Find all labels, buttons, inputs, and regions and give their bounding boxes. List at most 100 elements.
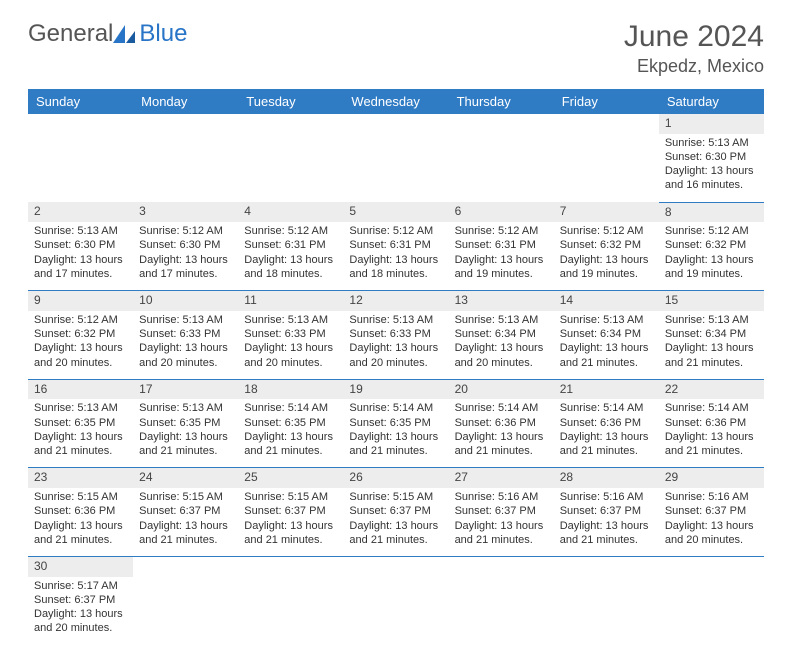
sunset-text: Sunset: 6:37 PM xyxy=(560,504,653,518)
sunrise-text: Sunrise: 5:16 AM xyxy=(455,490,548,504)
day-cell: Sunrise: 5:15 AMSunset: 6:36 PMDaylight:… xyxy=(28,488,133,557)
logo: General Blue xyxy=(28,20,187,48)
daylight-text-1: Daylight: 13 hours xyxy=(34,607,127,621)
sunrise-text: Sunrise: 5:15 AM xyxy=(349,490,442,504)
day-number: 20 xyxy=(449,379,554,399)
daylight-text-1: Daylight: 13 hours xyxy=(349,341,442,355)
day-cell xyxy=(449,577,554,645)
daylight-text-1: Daylight: 13 hours xyxy=(244,519,337,533)
sunset-text: Sunset: 6:36 PM xyxy=(665,416,758,430)
daylight-text-2: and 21 minutes. xyxy=(560,444,653,458)
day-content-row: Sunrise: 5:13 AM Sunset: 6:30 PMDaylight:… xyxy=(28,222,764,291)
day-cell: Sunrise: 5:12 AMSunset: 6:31 PMDaylight:… xyxy=(238,222,343,291)
daylight-text-1: Daylight: 13 hours xyxy=(665,164,758,178)
sunrise-text: Sunrise: 5:14 AM xyxy=(560,401,653,415)
sunset-text: Sunset: 6:36 PM xyxy=(455,416,548,430)
day-number: 8 xyxy=(659,202,764,222)
sunrise-text: Sunrise: 5:14 AM xyxy=(244,401,337,415)
day-cell: Sunrise: 5:14 AMSunset: 6:36 PMDaylight:… xyxy=(554,399,659,468)
day-cell: Sunrise: 5:16 AMSunset: 6:37 PMDaylight:… xyxy=(449,488,554,557)
sunrise-text: Sunrise: 5:13 AM xyxy=(455,313,548,327)
day-cell: Sunrise: 5:13 AMSunset: 6:33 PMDaylight:… xyxy=(238,311,343,380)
sunrise-text: Sunrise: 5:12 AM xyxy=(34,313,127,327)
month-title: June 2024 xyxy=(624,20,764,54)
sunrise-text: Sunrise: 5:16 AM xyxy=(560,490,653,504)
sunrise-text: Sunrise: 5:13 AM xyxy=(244,313,337,327)
day-number: 13 xyxy=(449,291,554,311)
sunrise-text: Sunrise: 5:12 AM xyxy=(244,224,337,238)
sunset-text: Sunset: 6:35 PM xyxy=(139,416,232,430)
sunset-text: Sunset: 6:35 PM xyxy=(34,416,127,430)
sunset-text: Sunset: 6:32 PM xyxy=(665,238,758,252)
daylight-text-2: and 21 minutes. xyxy=(139,533,232,547)
daylight-text-2: and 19 minutes. xyxy=(560,267,653,281)
sunset-text: Sunset: 6:31 PM xyxy=(244,238,337,252)
sunset-text: Sunset: 6:37 PM xyxy=(139,504,232,518)
day-number xyxy=(28,114,133,134)
sunset-text: Sunset: 6:37 PM xyxy=(349,504,442,518)
day-cell: Sunrise: 5:16 AMSunset: 6:37 PMDaylight:… xyxy=(554,488,659,557)
day-number: 26 xyxy=(343,468,448,488)
daylight-text-2: and 21 minutes. xyxy=(560,356,653,370)
daylight-text-1: Daylight: 13 hours xyxy=(139,253,232,267)
day-number xyxy=(133,114,238,134)
title-block: June 2024 Ekpedz, Mexico xyxy=(624,20,764,77)
sunrise-text: Sunrise: 5:13 AM xyxy=(665,136,758,150)
calendar-table: Sunday Monday Tuesday Wednesday Thursday… xyxy=(28,89,764,645)
day-number: 7 xyxy=(554,202,659,222)
sunset-text: Sunset: 6:30 PM xyxy=(139,238,232,252)
sunrise-text: Sunrise: 5:13 AM xyxy=(139,401,232,415)
sunrise-text: Sunrise: 5:12 AM xyxy=(349,224,442,238)
weekday-header: Friday xyxy=(554,89,659,114)
day-number-row: 16171819202122 xyxy=(28,379,764,399)
weekday-header: Monday xyxy=(133,89,238,114)
sunrise-text: Sunrise: 5:13 AM xyxy=(139,313,232,327)
day-number: 27 xyxy=(449,468,554,488)
day-number xyxy=(343,556,448,576)
daylight-text-2: and 21 minutes. xyxy=(455,533,548,547)
day-number: 5 xyxy=(343,202,448,222)
day-number: 11 xyxy=(238,291,343,311)
day-number: 15 xyxy=(659,291,764,311)
sunset-text: Sunset: 6:30 PM xyxy=(665,150,758,164)
day-number: 16 xyxy=(28,379,133,399)
day-cell: Sunrise: 5:14 AMSunset: 6:36 PMDaylight:… xyxy=(449,399,554,468)
day-cell: Sunrise: 5:16 AMSunset: 6:37 PMDaylight:… xyxy=(659,488,764,557)
day-number: 29 xyxy=(659,468,764,488)
day-number-row: 9101112131415 xyxy=(28,291,764,311)
sunrise-text: Sunrise: 5:14 AM xyxy=(455,401,548,415)
day-number xyxy=(343,114,448,134)
weekday-header: Wednesday xyxy=(343,89,448,114)
sunset-text: Sunset: 6:37 PM xyxy=(244,504,337,518)
sunset-text: Sunset: 6:32 PM xyxy=(34,327,127,341)
day-cell xyxy=(343,577,448,645)
day-cell xyxy=(28,134,133,203)
daylight-text-2: and 16 minutes. xyxy=(665,178,758,192)
daylight-text-2: and 20 minutes. xyxy=(34,356,127,370)
day-cell: Sunrise: 5:12 AMSunset: 6:30 PMDaylight:… xyxy=(133,222,238,291)
day-number: 2 xyxy=(28,202,133,222)
day-number: 6 xyxy=(449,202,554,222)
day-cell: Sunrise: 5:15 AMSunset: 6:37 PMDaylight:… xyxy=(133,488,238,557)
daylight-text-2: and 21 minutes. xyxy=(34,533,127,547)
daylight-text-1: Daylight: 13 hours xyxy=(349,519,442,533)
day-cell: Sunrise: 5:14 AMSunset: 6:35 PMDaylight:… xyxy=(238,399,343,468)
daylight-text-2: and 17 minutes. xyxy=(34,267,127,281)
day-cell: Sunrise: 5:13 AMSunset: 6:30 PMDaylight:… xyxy=(659,134,764,203)
day-number xyxy=(554,556,659,576)
daylight-text-2: and 20 minutes. xyxy=(244,356,337,370)
sunrise-text: Sunrise: 5:12 AM xyxy=(560,224,653,238)
daylight-text-1: Daylight: 13 hours xyxy=(34,341,127,355)
sunrise-text: Sunrise: 5:13 AM xyxy=(34,224,127,238)
daylight-text-2: and 20 minutes. xyxy=(455,356,548,370)
sunrise-text: Sunrise: 5:15 AM xyxy=(34,490,127,504)
daylight-text-2: and 21 minutes. xyxy=(34,444,127,458)
day-number xyxy=(554,114,659,134)
daylight-text-2: and 21 minutes. xyxy=(244,444,337,458)
day-number: 21 xyxy=(554,379,659,399)
day-cell xyxy=(238,134,343,203)
daylight-text-1: Daylight: 13 hours xyxy=(349,430,442,444)
daylight-text-1: Daylight: 13 hours xyxy=(455,519,548,533)
sunrise-text: Sunrise: 5:13 AM xyxy=(349,313,442,327)
day-number xyxy=(238,114,343,134)
